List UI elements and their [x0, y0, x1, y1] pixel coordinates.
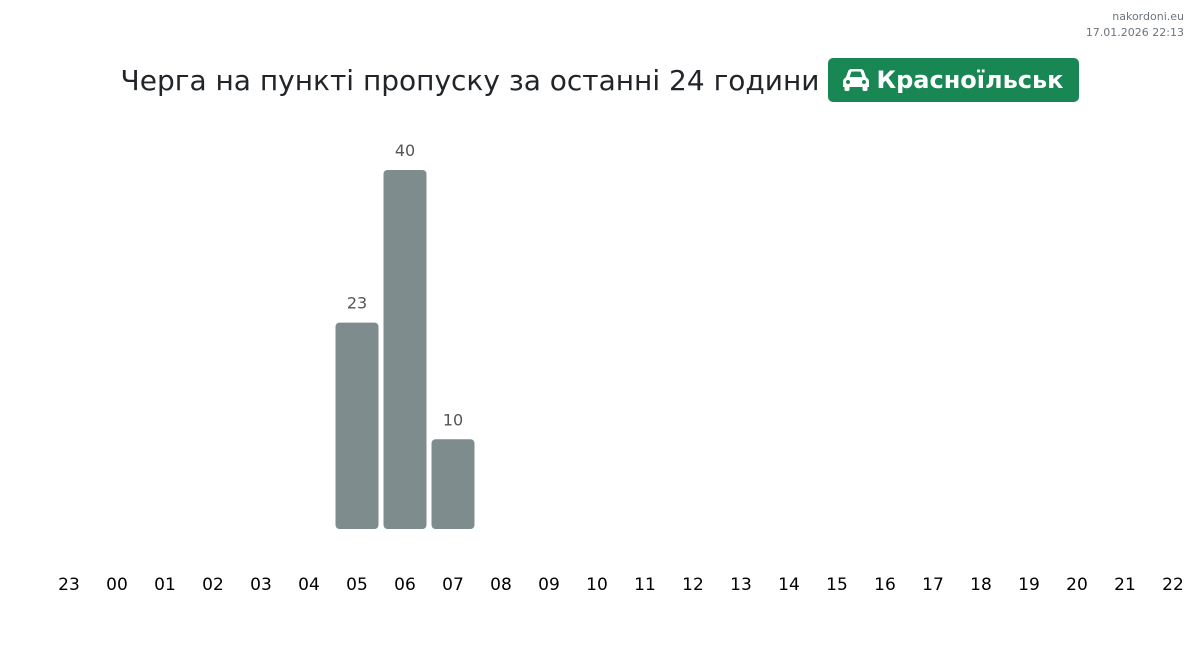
x-tick-label: 13	[730, 575, 752, 595]
x-tick-label: 22	[1162, 575, 1184, 595]
bar-value-label: 40	[395, 141, 415, 160]
x-tick-label: 18	[970, 575, 992, 595]
x-tick-label: 07	[442, 575, 464, 595]
timestamp: 17.01.2026 22:13	[1085, 26, 1184, 39]
bar-hour-07	[431, 439, 475, 529]
x-tick-label: 01	[154, 575, 176, 595]
x-tick-label: 19	[1018, 575, 1040, 595]
x-tick-label: 03	[250, 575, 272, 595]
x-tick-label: 15	[826, 575, 848, 595]
bar-hour-06	[383, 170, 427, 529]
x-tick-label: 11	[634, 575, 656, 595]
bar-value-label: 23	[347, 294, 367, 313]
x-tick-label: 04	[298, 575, 320, 595]
x-tick-label: 00	[106, 575, 128, 595]
bar-hour-05	[335, 322, 379, 529]
x-tick-label: 10	[586, 575, 608, 595]
checkpoint-name: Красноїльськ	[876, 66, 1064, 94]
x-tick-label: 09	[538, 575, 560, 595]
x-tick-label: 05	[346, 575, 368, 595]
car-icon	[843, 69, 870, 91]
x-tick-label: 08	[490, 575, 512, 595]
watermark: nakordoni.eu 17.01.2026 22:13	[1086, 9, 1184, 41]
x-tick-label: 20	[1066, 575, 1088, 595]
page-title: Черга на пункті пропуску за останні 24 г…	[120, 63, 820, 97]
x-tick-label: 02	[202, 575, 224, 595]
chart-header: Черга на пункті пропуску за останні 24 г…	[0, 58, 1200, 102]
x-tick-label: 23	[58, 575, 80, 595]
x-tick-label: 21	[1114, 575, 1136, 595]
x-tick-label: 06	[394, 575, 416, 595]
x-tick-label: 14	[778, 575, 800, 595]
bar-value-label: 10	[443, 410, 463, 429]
checkpoint-badge: Красноїльськ	[828, 58, 1080, 102]
x-tick-label: 12	[682, 575, 704, 595]
x-tick-label: 16	[874, 575, 896, 595]
site-name: nakordoni.eu	[1112, 10, 1184, 23]
x-tick-label: 17	[922, 575, 944, 595]
